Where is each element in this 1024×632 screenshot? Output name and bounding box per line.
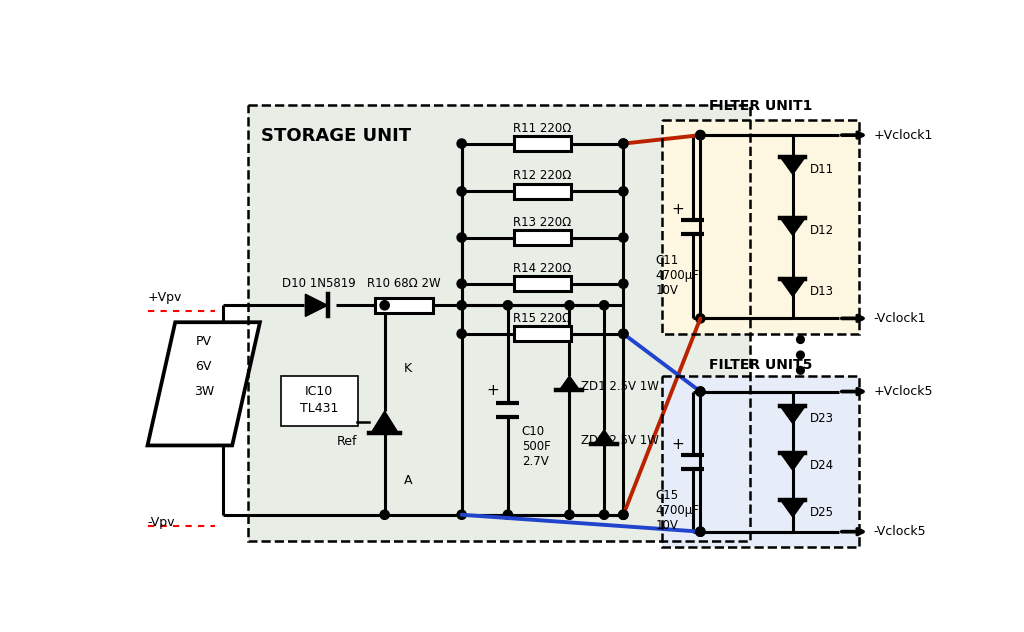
Polygon shape — [594, 430, 614, 444]
Text: D12: D12 — [810, 224, 834, 237]
Text: ZD2 2.5V 1W: ZD2 2.5V 1W — [581, 434, 658, 447]
Bar — [662, 376, 859, 547]
Circle shape — [503, 510, 512, 520]
Circle shape — [695, 527, 705, 537]
Circle shape — [618, 510, 628, 520]
Circle shape — [695, 387, 705, 396]
Text: C11
4700μF
10V: C11 4700μF 10V — [655, 253, 699, 296]
Text: D24: D24 — [810, 459, 834, 472]
Circle shape — [618, 510, 628, 520]
Text: TL431: TL431 — [300, 402, 338, 415]
Text: D23: D23 — [810, 412, 834, 425]
Circle shape — [695, 387, 705, 396]
Text: R12 220Ω: R12 220Ω — [513, 169, 571, 183]
Circle shape — [457, 139, 466, 149]
Circle shape — [618, 139, 628, 149]
Circle shape — [797, 336, 804, 343]
Bar — [248, 105, 750, 541]
Text: Ref: Ref — [337, 435, 357, 448]
Circle shape — [695, 313, 705, 323]
Text: R10 68Ω 2W: R10 68Ω 2W — [367, 277, 440, 290]
Circle shape — [695, 131, 705, 140]
Bar — [662, 119, 859, 334]
Text: STORAGE UNIT: STORAGE UNIT — [261, 127, 412, 145]
Text: C10
500F
2.7V: C10 500F 2.7V — [521, 425, 551, 468]
Text: +Vclock5: +Vclock5 — [873, 385, 933, 398]
Text: +Vpv: +Vpv — [147, 291, 182, 304]
Bar — [662, 119, 859, 334]
Circle shape — [457, 279, 466, 288]
Text: K: K — [403, 362, 412, 375]
Circle shape — [695, 527, 705, 537]
Text: R13 220Ω: R13 220Ω — [513, 216, 571, 229]
Circle shape — [618, 186, 628, 196]
Text: 3W: 3W — [194, 385, 214, 398]
Polygon shape — [559, 376, 580, 390]
Text: C15
4700μF
10V: C15 4700μF 10V — [655, 489, 699, 532]
Text: +: + — [486, 383, 499, 398]
Circle shape — [797, 367, 804, 374]
Text: A: A — [403, 473, 413, 487]
Text: -Vpv: -Vpv — [147, 516, 175, 529]
Circle shape — [618, 279, 628, 288]
Text: R11 220Ω: R11 220Ω — [513, 122, 571, 135]
Circle shape — [565, 510, 574, 520]
Text: FILTER UNIT1: FILTER UNIT1 — [709, 99, 812, 113]
Circle shape — [797, 351, 804, 359]
Polygon shape — [780, 157, 805, 174]
Text: -Vclock1: -Vclock1 — [873, 312, 926, 325]
Text: PV: PV — [196, 335, 212, 348]
Circle shape — [457, 510, 466, 520]
Text: D11: D11 — [810, 163, 834, 176]
Bar — [514, 230, 571, 245]
Text: -Vclock5: -Vclock5 — [873, 525, 927, 538]
Text: D13: D13 — [810, 285, 834, 298]
Text: 6V: 6V — [196, 360, 212, 374]
Circle shape — [457, 233, 466, 242]
Circle shape — [380, 301, 389, 310]
Bar — [514, 326, 571, 341]
Circle shape — [618, 233, 628, 242]
Polygon shape — [371, 411, 398, 434]
Circle shape — [618, 329, 628, 338]
Text: R15 220Ω: R15 220Ω — [513, 312, 571, 325]
Circle shape — [457, 329, 466, 338]
Circle shape — [457, 301, 466, 310]
Text: ZD1 2.5V 1W: ZD1 2.5V 1W — [581, 380, 658, 393]
Bar — [514, 184, 571, 199]
Text: +Vclock1: +Vclock1 — [873, 129, 933, 142]
Circle shape — [565, 301, 574, 310]
Bar — [248, 105, 750, 541]
Text: FILTER UNIT5: FILTER UNIT5 — [709, 358, 812, 372]
Text: D10 1N5819: D10 1N5819 — [283, 277, 356, 290]
Circle shape — [618, 329, 628, 338]
Circle shape — [695, 131, 705, 140]
Circle shape — [599, 301, 608, 310]
Polygon shape — [780, 279, 805, 296]
Text: D25: D25 — [810, 506, 834, 519]
Polygon shape — [780, 218, 805, 235]
Polygon shape — [780, 406, 805, 423]
Circle shape — [457, 186, 466, 196]
Text: +: + — [671, 437, 684, 452]
Text: +: + — [671, 202, 684, 217]
Polygon shape — [780, 500, 805, 517]
Bar — [375, 298, 433, 313]
Bar — [662, 376, 859, 547]
Bar — [514, 276, 571, 291]
Text: R14 220Ω: R14 220Ω — [513, 262, 571, 275]
Circle shape — [380, 510, 389, 520]
Text: IC10: IC10 — [305, 385, 334, 398]
Bar — [514, 136, 571, 151]
Polygon shape — [780, 453, 805, 470]
Bar — [281, 376, 357, 426]
Polygon shape — [305, 295, 328, 317]
Circle shape — [599, 510, 608, 520]
Circle shape — [503, 301, 512, 310]
Circle shape — [618, 139, 628, 149]
Polygon shape — [147, 322, 260, 446]
